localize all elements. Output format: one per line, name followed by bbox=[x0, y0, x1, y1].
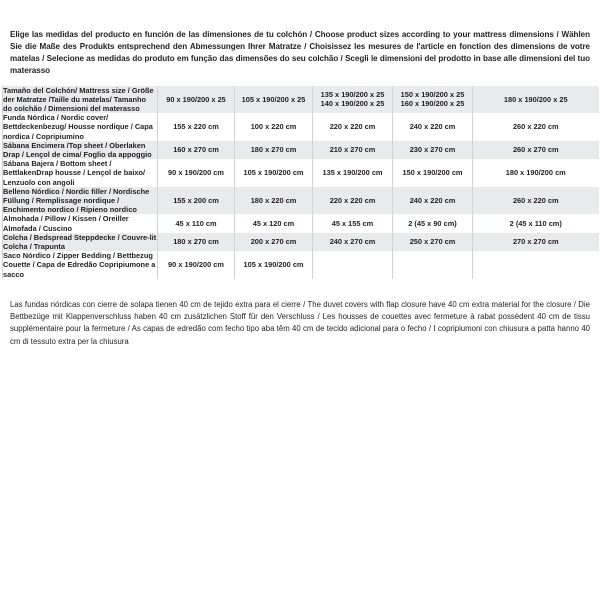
size-table-container: Tamaño del Colchón/ Mattress size / Größ… bbox=[0, 85, 600, 279]
cell-value: 250 x 270 cm bbox=[392, 232, 473, 252]
header-col-2: 105 x 190/200 x 25 bbox=[234, 85, 313, 114]
cell-value: 240 x 270 cm bbox=[312, 232, 393, 252]
cell-value: 160 x 270 cm bbox=[157, 140, 235, 160]
header-col-4: 150 x 190/200 x 25 160 x 190/200 x 25 bbox=[392, 85, 473, 114]
header-col-3: 135 x 190/200 x 25 140 x 190/200 x 25 bbox=[312, 85, 393, 114]
header-col-5: 180 x 190/200 x 25 bbox=[472, 85, 599, 114]
cell-value: 180 x 270 cm bbox=[157, 232, 235, 252]
row-label-nordic-cover: Funda Nórdica / Nordic cover/ Bettdecken… bbox=[2, 113, 158, 141]
cell-value: 45 x 120 cm bbox=[234, 214, 313, 233]
cell-value bbox=[312, 251, 393, 279]
cell-value: 180 x 220 cm bbox=[234, 186, 313, 215]
row-label-nordic-filler: Belleno Nórdico / Nordic filler / Nordis… bbox=[2, 186, 158, 215]
size-guide-page: Elige las medidas del producto en funció… bbox=[0, 8, 600, 608]
cell-value: 45 x 155 cm bbox=[312, 214, 393, 233]
row-label-zipper-bedding: Saco Nórdico / Zipper Bedding / Bettbezu… bbox=[2, 251, 158, 279]
cell-value: 90 x 190/200 cm bbox=[157, 159, 235, 187]
table-row: Saco Nórdico / Zipper Bedding / Bettbezu… bbox=[2, 251, 599, 279]
cell-value: 230 x 270 cm bbox=[392, 140, 473, 160]
table-row: Sábana Encimera /Top sheet / Oberlaken D… bbox=[2, 140, 599, 160]
row-label-bottom-sheet: Sábana Bajera / Bottom sheet / Bettlaken… bbox=[2, 159, 158, 187]
cell-value: 210 x 270 cm bbox=[312, 140, 393, 160]
cell-value: 220 x 220 cm bbox=[312, 186, 393, 215]
table-row: Colcha / Bedspread Steppdecke / Couvre-l… bbox=[2, 232, 599, 252]
table-row: Funda Nórdica / Nordic cover/ Bettdecken… bbox=[2, 113, 599, 141]
cell-value: 240 x 220 cm bbox=[392, 113, 473, 141]
cell-value: 200 x 270 cm bbox=[234, 232, 313, 252]
cell-value: 260 x 220 cm bbox=[472, 186, 599, 215]
cell-value: 260 x 270 cm bbox=[472, 140, 599, 160]
table-row: Belleno Nórdico / Nordic filler / Nordis… bbox=[2, 186, 599, 215]
cell-value: 180 x 190/200 cm bbox=[472, 159, 599, 187]
cell-value bbox=[472, 251, 599, 279]
cell-value: 150 x 190/200 cm bbox=[392, 159, 473, 187]
cell-value: 155 x 200 cm bbox=[157, 186, 235, 215]
cell-value: 135 x 190/200 cm bbox=[312, 159, 393, 187]
header-col-1: 90 x 190/200 x 25 bbox=[157, 85, 235, 114]
header-mattress-size-label: Tamaño del Colchón/ Mattress size / Größ… bbox=[2, 85, 158, 114]
cell-value: 90 x 190/200 cm bbox=[157, 251, 235, 279]
cell-value: 155 x 220 cm bbox=[157, 113, 235, 141]
cell-value: 100 x 220 cm bbox=[234, 113, 313, 141]
row-label-pillow: Almohada / Pillow / Kissen / Oreiller Al… bbox=[2, 214, 158, 233]
cell-value: 240 x 220 cm bbox=[392, 186, 473, 215]
cell-value: 180 x 270 cm bbox=[234, 140, 313, 160]
cell-value bbox=[392, 251, 473, 279]
row-label-top-sheet: Sábana Encimera /Top sheet / Oberlaken D… bbox=[2, 140, 158, 160]
table-header-row: Tamaño del Colchón/ Mattress size / Größ… bbox=[2, 85, 599, 114]
size-guide-table: Tamaño del Colchón/ Mattress size / Größ… bbox=[2, 85, 599, 279]
row-label-bedspread: Colcha / Bedspread Steppdecke / Couvre-l… bbox=[2, 232, 158, 252]
cell-value: 2 (45 x 90 cm) bbox=[392, 214, 473, 233]
cell-value: 105 x 190/200 cm bbox=[234, 251, 313, 279]
cell-value: 45 x 110 cm bbox=[157, 214, 235, 233]
cell-value: 105 x 190/200 cm bbox=[234, 159, 313, 187]
table-row: Almohada / Pillow / Kissen / Oreiller Al… bbox=[2, 214, 599, 233]
cell-value: 260 x 220 cm bbox=[472, 113, 599, 141]
cell-value: 220 x 220 cm bbox=[312, 113, 393, 141]
table-row: Sábana Bajera / Bottom sheet / Bettlaken… bbox=[2, 159, 599, 187]
intro-paragraph: Elige las medidas del producto en funció… bbox=[10, 30, 590, 76]
footnote-paragraph: Las fundas nórdicas con cierre de solapa… bbox=[10, 299, 590, 346]
cell-value: 2 (45 x 110 cm) bbox=[472, 214, 599, 233]
cell-value: 270 x 270 cm bbox=[472, 232, 599, 252]
